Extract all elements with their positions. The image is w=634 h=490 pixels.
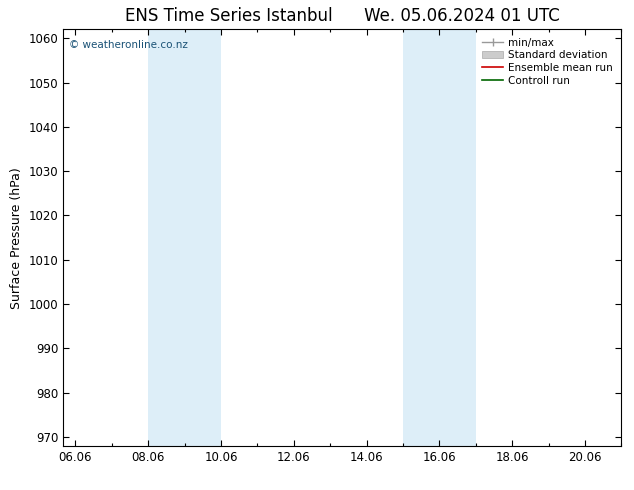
- Y-axis label: Surface Pressure (hPa): Surface Pressure (hPa): [10, 167, 23, 309]
- Bar: [148, 29, 221, 446]
- Legend: min/max, Standard deviation, Ensemble mean run, Controll run: min/max, Standard deviation, Ensemble me…: [479, 35, 616, 89]
- Bar: [403, 29, 476, 446]
- Text: © weatheronline.co.nz: © weatheronline.co.nz: [69, 40, 188, 50]
- Title: ENS Time Series Istanbul      We. 05.06.2024 01 UTC: ENS Time Series Istanbul We. 05.06.2024 …: [125, 7, 560, 25]
